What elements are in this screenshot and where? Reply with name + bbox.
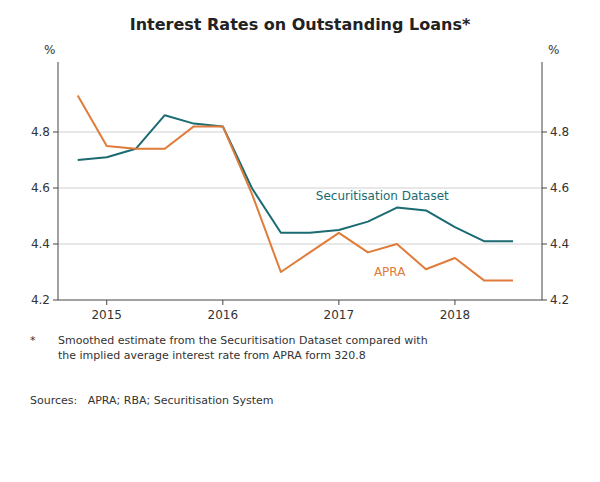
y2-axis-label: %	[548, 43, 559, 57]
title: Interest Rates on Outstanding Loans*	[130, 15, 471, 34]
y2-tick-label: 4.8	[550, 125, 569, 139]
y-tick	[53, 188, 58, 189]
grid-line	[58, 132, 542, 133]
y-tick	[53, 244, 58, 245]
y-tick-label: 4.6	[31, 181, 50, 195]
y2-tick-label: 4.4	[550, 237, 569, 251]
y-tick-label: 4.2	[31, 293, 50, 307]
x-tick-label: 2015	[91, 308, 122, 322]
footnote-line: the implied average interest rate from A…	[58, 349, 366, 362]
y-tick-label: 4.4	[31, 237, 50, 251]
footnote-line: Smoothed estimate from the Securitisatio…	[58, 334, 428, 347]
series-line	[78, 96, 513, 281]
y2-tick	[542, 188, 547, 189]
y-tick-label: 4.8	[31, 125, 50, 139]
y-tick	[53, 132, 58, 133]
series-line	[78, 115, 513, 241]
x-tick-label: 2018	[440, 308, 471, 322]
y2-axis-line	[542, 62, 543, 300]
y2-tick-label: 4.6	[550, 181, 569, 195]
y-tick	[53, 300, 58, 301]
x-axis-line	[58, 300, 542, 301]
y2-tick	[542, 300, 547, 301]
x-tick-label: 2016	[208, 308, 239, 322]
series-label: APRA	[374, 265, 406, 279]
grid-line	[58, 244, 542, 245]
x-tick	[454, 300, 455, 305]
lines	[78, 96, 513, 281]
x-tick	[106, 300, 107, 305]
grid-line	[58, 188, 542, 189]
series-labels: Securitisation Dataset APRA	[316, 189, 449, 280]
series-label: Securitisation Dataset	[316, 189, 449, 203]
chart: Interest Rates on Outstanding Loans*%% 20…	[0, 0, 600, 482]
x-tick	[338, 300, 339, 305]
footnotes: * Smoothed estimate from the Securitisati…	[30, 334, 428, 407]
x-tick	[222, 300, 223, 305]
footnote: Smoothed estimate from the Securitisatio…	[58, 334, 428, 362]
source: Sources: APRA; RBA; Securitisation Syste…	[30, 394, 273, 407]
x-tick-label: 2017	[324, 308, 355, 322]
y-axis-label: %	[44, 43, 55, 57]
y-axis-line	[58, 62, 59, 300]
footnote-marker: *	[30, 334, 36, 347]
axes: 2015 2016 2017 2018 4.2 4.4 4.6 4.8 4.2 4.4 4.6 4.8	[31, 62, 569, 322]
y2-tick	[542, 132, 547, 133]
y2-tick-label: 4.2	[550, 293, 569, 307]
y2-tick	[542, 244, 547, 245]
